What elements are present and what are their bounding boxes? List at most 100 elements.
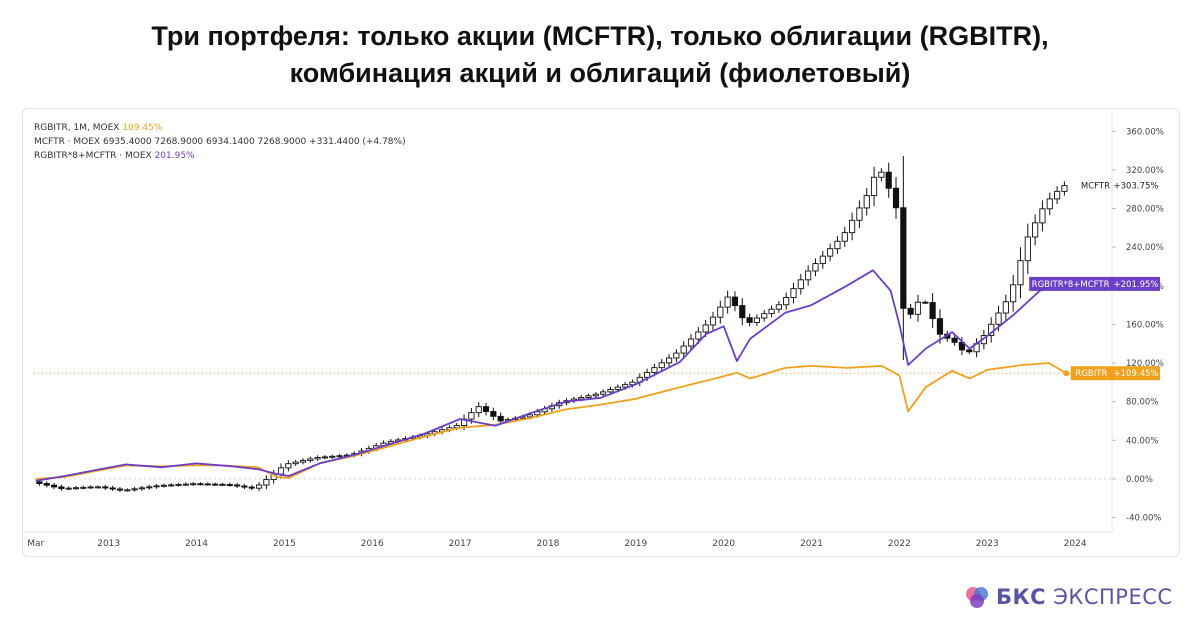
- brand-name: БКС ЭКСПРЕСС: [996, 585, 1173, 609]
- mcftr-candle-body: [1046, 198, 1053, 210]
- mcftr-candle-body: [490, 411, 497, 417]
- rgbitr-tag-name-label: RGBITR: [1075, 369, 1107, 379]
- mcftr-candle-body: [116, 488, 124, 491]
- mcftr-candle-body: [834, 240, 841, 250]
- x-tick-label: 2023: [976, 539, 999, 549]
- mcftr-candle-body: [578, 396, 585, 400]
- mcftr-candle-body: [138, 487, 146, 490]
- legend-rgbitr-value: 109.45%: [122, 123, 163, 133]
- mcftr-candle-body: [797, 279, 804, 290]
- mcftr-candle-body: [885, 171, 892, 189]
- mcftr-candle-body: [922, 301, 929, 304]
- x-tick-label: 2015: [273, 539, 296, 549]
- mcftr-candle-body: [94, 486, 102, 489]
- mcftr-candle-body: [761, 313, 768, 319]
- mcftr-candle-body: [80, 486, 87, 489]
- mcftr-candle-body: [724, 296, 731, 308]
- mcftr-candle-body: [204, 483, 211, 486]
- mcftr-candle-body: [951, 337, 958, 343]
- mcftr-candle-body: [43, 483, 50, 486]
- mcftr-candle-body: [336, 455, 343, 458]
- mcftr-candle-body: [468, 412, 475, 420]
- mcftr-candle-body: [277, 467, 285, 475]
- mcftr-candle-body: [1039, 208, 1046, 224]
- rgbitr-line: [35, 362, 1067, 480]
- x-tick-label: 2013: [97, 539, 120, 549]
- mcftr-candle-body: [219, 483, 226, 486]
- mcftr-candle-body: [651, 367, 658, 373]
- mcftr-candle-body: [197, 483, 204, 486]
- legend-combo-value: 201.95%: [154, 151, 195, 161]
- brand-name-regular: ЭКСПРЕСС: [1046, 585, 1173, 609]
- mcftr-candle-body: [892, 187, 900, 209]
- mcftr-candle-body: [226, 484, 233, 486]
- mcftr-candle-body: [146, 486, 153, 489]
- x-tick-label: 2014: [185, 539, 208, 549]
- mcftr-candle-body: [805, 270, 812, 281]
- mcftr-candle-body: [827, 248, 834, 257]
- mcftr-candle-body: [168, 484, 175, 487]
- mcftr-candle-body: [241, 485, 248, 488]
- mcftr-candle-body: [907, 307, 914, 315]
- mcftr-candle-body: [234, 484, 241, 487]
- mcftr-candle-body: [124, 489, 131, 492]
- legend-row-rgbitr: RGBITR, 1M, MOEX 109.45%: [34, 121, 406, 135]
- mcftr-candle-body: [58, 486, 65, 489]
- x-tick-label: 2022: [888, 539, 911, 549]
- rgbitr-tag-value-box: [1112, 366, 1160, 381]
- mcftr-candle-body: [849, 219, 856, 234]
- y-tick-label: -40.00%: [1126, 514, 1161, 524]
- x-tick-label: 2016: [361, 539, 384, 549]
- x-tick-label: 2017: [449, 539, 472, 549]
- mcftr-candle-body: [109, 487, 116, 490]
- y-tick-label: 240.00%: [1126, 243, 1164, 253]
- mcftr-candle-body: [65, 487, 72, 490]
- mcftr-candle-body: [1054, 190, 1061, 200]
- mcftr-candle-body: [329, 455, 336, 458]
- rgbitr-last-point: [1063, 370, 1070, 377]
- brand-logo: БКС ЭКСПРЕСС: [964, 584, 1173, 610]
- mcftr-candle-body: [160, 484, 167, 487]
- mcftr-candle-body: [1032, 222, 1039, 238]
- mcftr-candle-body: [753, 317, 760, 323]
- mcftr-candle-body: [285, 463, 292, 469]
- mcftr-candle-body: [1010, 284, 1017, 303]
- mcftr-candle-body: [1024, 236, 1031, 262]
- combo-line: [35, 269, 1067, 482]
- mcftr-candle-body: [1002, 301, 1009, 314]
- mcftr-candle-body: [87, 486, 94, 489]
- mcftr-candle-body: [212, 483, 219, 486]
- mcftr-candle-body: [607, 389, 614, 393]
- mcftr-candle-body: [263, 479, 270, 486]
- mcftr-tag-name-label: MCFTR: [1081, 182, 1110, 192]
- mcftr-candle-body: [299, 460, 307, 463]
- mcftr-candle-body: [819, 255, 826, 265]
- mcftr-candle-body: [292, 461, 299, 465]
- mcftr-candle-body: [497, 415, 504, 422]
- mcftr-candle-body: [995, 312, 1002, 325]
- y-tick-label: 0.00%: [1126, 475, 1153, 485]
- chart-title: Три портфеля: только акции (MCFTR), толь…: [0, 18, 1200, 92]
- mcftr-candle-body: [190, 483, 197, 486]
- mcftr-candle-body: [870, 176, 878, 197]
- mcftr-candle-body: [248, 486, 255, 489]
- legend-rgbitr-text: RGBITR, 1M, MOEX: [34, 123, 120, 133]
- mcftr-candle-body: [731, 296, 739, 307]
- mcftr-candle-body: [680, 345, 687, 354]
- rgbitr-tag-name-box: [1070, 366, 1112, 381]
- combo-tag-value-label: +201.95%: [1114, 280, 1159, 290]
- mcftr-candle-body: [1061, 185, 1068, 192]
- mcftr-candle-body: [746, 317, 753, 323]
- mcftr-candle-body: [929, 302, 936, 320]
- mcftr-candle-body: [36, 481, 43, 484]
- mcftr-candle-body: [878, 171, 885, 178]
- mcftr-candle-body: [255, 484, 263, 489]
- mcftr-candle-body: [695, 331, 702, 340]
- x-tick-label: 2018: [537, 539, 560, 549]
- mcftr-candle-body: [153, 485, 160, 488]
- mcftr-candle-body: [72, 487, 80, 490]
- mcftr-candle-body: [768, 308, 775, 315]
- combo-tag-name-box: [1029, 276, 1112, 291]
- y-tick-label: 160.00%: [1126, 320, 1164, 330]
